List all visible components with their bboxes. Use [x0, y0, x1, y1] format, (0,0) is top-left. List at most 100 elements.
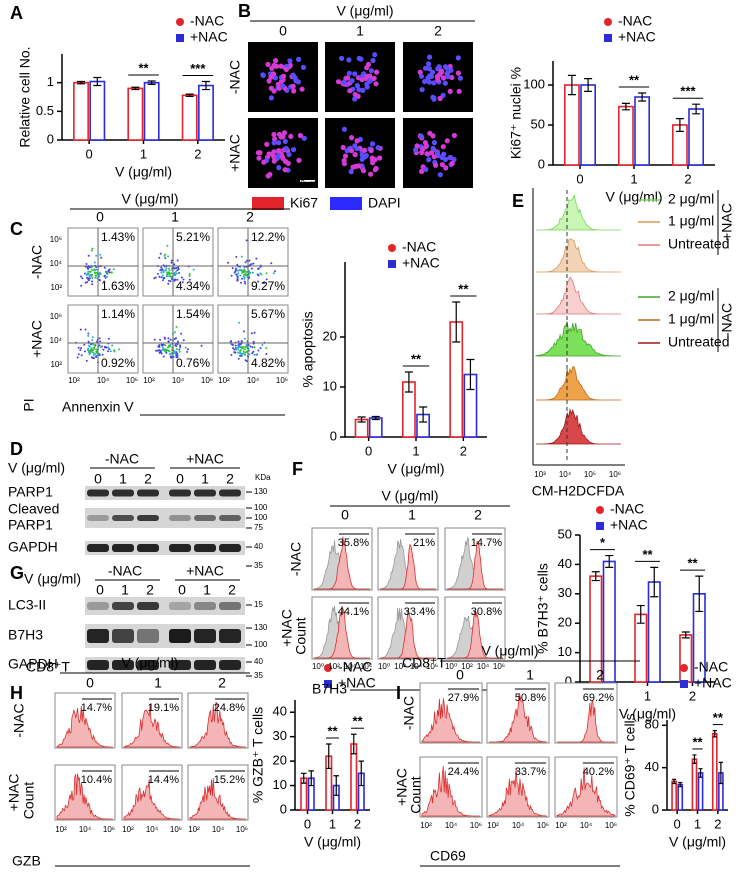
nucleus [268, 95, 274, 101]
event-dot [92, 351, 95, 354]
blot-band [194, 515, 216, 521]
error-bar [419, 406, 428, 423]
nucleus [426, 66, 432, 72]
event-dot [87, 254, 90, 257]
quadrant-percent: 4.34% [176, 279, 210, 293]
legend-marker [596, 522, 604, 530]
plot-frame [217, 304, 289, 374]
axis-tick-label: 10⁶ [103, 825, 115, 834]
histogram [56, 773, 113, 820]
event-dot [95, 268, 98, 271]
nucleus [439, 162, 445, 168]
group-label: +NAC [719, 203, 735, 241]
row-label: -NAC [401, 696, 417, 730]
legend-label: -NAC [618, 13, 652, 29]
event-dot [265, 278, 268, 281]
nucleus [349, 135, 355, 141]
histogram [536, 366, 621, 401]
event-dot [178, 272, 181, 274]
marker-label: 130 [254, 487, 268, 496]
event-dot [256, 353, 259, 356]
event-dot [169, 280, 172, 283]
event-dot [153, 338, 156, 341]
event-dot [110, 271, 113, 274]
histogram [536, 276, 621, 315]
bar [617, 105, 634, 166]
event-dot [239, 268, 242, 271]
event-dot [90, 347, 93, 350]
nucleus [433, 162, 439, 168]
event-dot [245, 271, 248, 273]
event-dot [93, 268, 95, 271]
event-dot [175, 348, 178, 351]
nucleus [349, 78, 355, 84]
nucleus [273, 58, 279, 64]
event-dot [81, 277, 84, 280]
x-tick-label: 0 [304, 816, 311, 831]
event-dot [80, 284, 83, 287]
event-dot [167, 282, 170, 285]
event-dot [93, 353, 96, 355]
event-dot [98, 278, 101, 281]
legend-label: 2 μg/ml [668, 191, 714, 207]
legend-label: +NAC [338, 675, 376, 691]
legend-marker [324, 680, 332, 688]
lane-label: 1 [201, 471, 209, 487]
nucleus [354, 138, 360, 144]
event-dot [244, 261, 247, 264]
nucleus [419, 149, 425, 156]
gate-percent: 14.4% [148, 774, 179, 786]
nucleus [347, 88, 353, 94]
event-dot [241, 352, 244, 355]
bar [181, 94, 198, 141]
event-dot [236, 274, 239, 277]
nucleus [291, 147, 297, 153]
panel-letter: G [10, 563, 24, 583]
bar [580, 84, 596, 166]
row-label: -NAC [288, 542, 304, 576]
nucleus [413, 147, 419, 153]
event-dot [167, 279, 170, 282]
event-dot [163, 254, 166, 257]
nucleus [422, 140, 428, 146]
lane-label: 2 [144, 471, 152, 487]
dose-header: V (μg/ml) [24, 571, 81, 587]
nucleus [267, 171, 273, 178]
event-dot [174, 344, 177, 347]
event-dot [88, 279, 90, 282]
event-dot [100, 256, 103, 259]
nucleus [373, 81, 379, 87]
event-dot [95, 356, 98, 358]
event-dot [155, 349, 158, 352]
x-tick-label: 2 [194, 146, 201, 161]
nucleus [296, 157, 302, 163]
legend-label: -NAC [190, 13, 224, 29]
event-dot [257, 267, 260, 270]
event-dot [157, 349, 160, 352]
event-dot [87, 332, 90, 335]
event-dot [158, 344, 161, 347]
axis-tick-label: 10² [461, 662, 473, 671]
nucleus [282, 167, 288, 173]
legend-label: 1 μg/ml [668, 213, 714, 229]
event-dot [236, 346, 238, 349]
event-dot [108, 268, 111, 271]
event-dot [108, 348, 111, 351]
nucleus [352, 143, 358, 149]
error-bar [466, 358, 475, 391]
error-bar [605, 554, 614, 568]
event-dot [230, 354, 233, 356]
event-dot [241, 277, 243, 280]
quadrant-percent: 9.27% [251, 279, 285, 293]
x-tick-label: 1 [630, 171, 637, 186]
event-dot [160, 352, 163, 355]
event-dot [101, 353, 104, 356]
nucleus [419, 87, 425, 93]
bar [677, 783, 684, 811]
event-dot [84, 350, 86, 353]
event-dot [227, 261, 229, 264]
event-dot [167, 255, 170, 258]
nucleus [423, 166, 429, 172]
histogram [189, 778, 246, 820]
event-dot [240, 281, 242, 284]
